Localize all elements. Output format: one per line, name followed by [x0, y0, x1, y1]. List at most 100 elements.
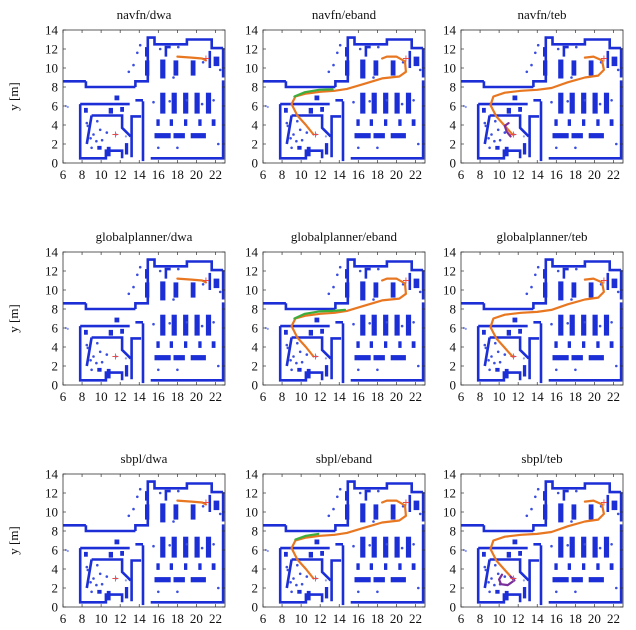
map-point [385, 99, 389, 102]
map-point [92, 133, 95, 136]
map-point [352, 100, 355, 104]
map-point [610, 543, 613, 546]
map-obstacle [571, 504, 577, 520]
y-tick-label: 12 [245, 42, 258, 57]
x-tick-label: 20 [190, 167, 203, 182]
map-obstacle [482, 551, 486, 557]
map-point [352, 322, 355, 326]
x-tick-label: 6 [260, 167, 267, 182]
map-point [598, 324, 602, 328]
map-point [157, 590, 160, 594]
map-point [525, 70, 529, 74]
map-obstacle [554, 563, 558, 570]
map-wall [548, 80, 623, 160]
map-point [368, 322, 372, 325]
map-point [583, 321, 587, 324]
map-obstacle [543, 282, 548, 298]
y-tick-label: 8 [450, 302, 457, 317]
map-point [616, 512, 620, 516]
map-obstacle [518, 551, 522, 556]
y-tick-label: 10 [245, 505, 258, 520]
map-wall [164, 45, 171, 57]
map-point [357, 590, 360, 594]
map-obstacle [405, 314, 412, 336]
map-ghost-point [464, 549, 467, 553]
x-tick-label: 18 [371, 611, 384, 626]
map-obstacle [145, 269, 149, 279]
y-tick-label: 2 [52, 359, 59, 374]
map-wall [285, 115, 293, 145]
map-point [494, 119, 497, 123]
x-tick-label: 18 [569, 167, 582, 182]
y-tick-label: 8 [252, 302, 259, 317]
map-wall [334, 36, 424, 87]
trajectory-line [489, 55, 606, 136]
map-point [488, 146, 491, 150]
map-obstacle [314, 317, 320, 323]
map-obstacle [173, 282, 179, 298]
map-wall [91, 558, 132, 582]
x-tick-label: 6 [458, 389, 465, 404]
map-point [368, 544, 372, 547]
start-marker [312, 131, 319, 138]
map-wall [483, 559, 491, 589]
map-point [292, 133, 295, 136]
map-obstacle [314, 95, 320, 101]
map-obstacle [360, 503, 366, 523]
map-point [556, 269, 560, 273]
map-obstacle [84, 551, 88, 557]
trajectory-line [176, 55, 207, 62]
map-obstacle [504, 368, 509, 379]
map-obstacle [518, 107, 522, 112]
map-obstacle [205, 314, 212, 336]
map-wall [285, 559, 293, 589]
map-obstacle [169, 563, 173, 570]
map-point [574, 590, 577, 594]
map-point [86, 124, 90, 128]
map-obstacle [171, 314, 177, 336]
map-obstacle [306, 146, 311, 157]
map-obstacle [552, 133, 569, 139]
map-wall [562, 267, 569, 279]
map-point [200, 102, 204, 106]
map-obstacle [603, 314, 610, 336]
map-obstacle [320, 107, 324, 112]
map-obstacle [160, 59, 166, 79]
y-tick-label: 4 [52, 562, 59, 577]
map-obstacle [106, 146, 111, 157]
trajectory-line [293, 308, 347, 320]
map-obstacle [306, 368, 311, 379]
map-point [298, 572, 302, 576]
map-point [534, 51, 537, 55]
goal-marker [402, 499, 409, 506]
map-point [385, 543, 389, 546]
map-point [332, 63, 335, 67]
map-point [487, 359, 490, 362]
map-point [583, 99, 587, 102]
map-point [132, 507, 135, 511]
map-obstacle [558, 536, 564, 558]
x-tick-label: 14 [531, 611, 545, 626]
y-tick-label: 4 [252, 562, 259, 577]
map-obstacle [522, 143, 527, 155]
goal-marker [202, 55, 209, 62]
x-tick-label: 10 [95, 167, 108, 182]
map-point [484, 346, 488, 350]
map-point [583, 543, 587, 546]
map-wall [489, 336, 530, 360]
map-point [89, 581, 92, 584]
map-obstacle [383, 314, 389, 336]
map-point [503, 131, 507, 134]
map-obstacle [145, 282, 150, 298]
map-ghost-point [124, 357, 127, 360]
map-obstacle [413, 278, 420, 289]
occupancy-map [63, 258, 225, 384]
map-point [376, 146, 379, 150]
map-point [490, 577, 493, 580]
map-obstacle [194, 92, 200, 114]
map-point [218, 290, 222, 294]
map-obstacle [194, 536, 200, 558]
map-obstacle [390, 282, 396, 298]
